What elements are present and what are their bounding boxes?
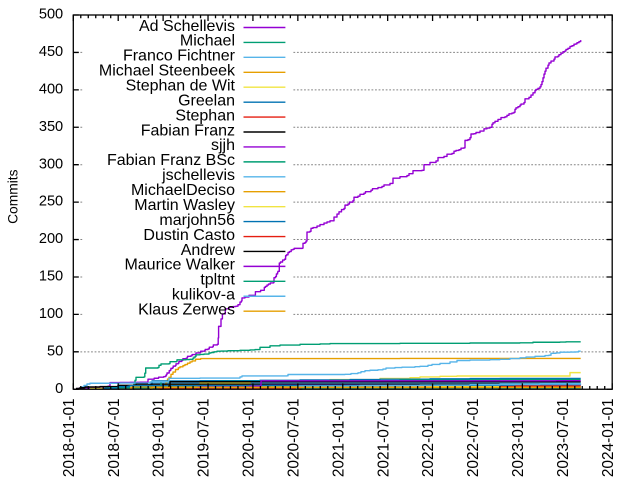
svg-text:sjjh: sjjh: [211, 137, 235, 154]
svg-text:100: 100: [39, 306, 63, 322]
svg-text:Andrew: Andrew: [181, 242, 236, 259]
svg-text:2023-07-01: 2023-07-01: [555, 398, 572, 477]
svg-text:jschellevis: jschellevis: [161, 167, 235, 184]
svg-text:2021-01-01: 2021-01-01: [330, 398, 347, 477]
svg-text:kulikov-a: kulikov-a: [172, 287, 235, 304]
svg-text:150: 150: [39, 269, 63, 285]
svg-text:300: 300: [39, 156, 63, 172]
svg-text:Fabian Franz BSc: Fabian Franz BSc: [107, 152, 235, 169]
svg-text:2018-07-01: 2018-07-01: [106, 398, 123, 477]
svg-text:Michael Steenbeek: Michael Steenbeek: [99, 63, 236, 80]
svg-text:Maurice Walker: Maurice Walker: [124, 257, 235, 274]
svg-text:Klaus Zerwes: Klaus Zerwes: [138, 301, 235, 318]
svg-text:2019-01-01: 2019-01-01: [151, 398, 168, 477]
svg-text:2020-07-01: 2020-07-01: [285, 398, 302, 477]
svg-text:Stephan: Stephan: [175, 107, 235, 124]
svg-text:2022-07-01: 2022-07-01: [465, 398, 482, 477]
svg-text:MichaelDeciso: MichaelDeciso: [131, 182, 235, 199]
svg-text:2019-07-01: 2019-07-01: [196, 398, 213, 477]
svg-text:450: 450: [39, 44, 63, 60]
svg-text:2023-01-01: 2023-01-01: [510, 398, 527, 477]
svg-text:200: 200: [39, 231, 63, 247]
svg-text:0: 0: [55, 381, 63, 397]
svg-text:250: 250: [39, 194, 63, 210]
svg-text:Ad Schellevis: Ad Schellevis: [139, 18, 235, 35]
svg-text:Martin Wasley: Martin Wasley: [134, 197, 235, 214]
svg-text:50: 50: [47, 343, 63, 359]
svg-text:Greelan: Greelan: [178, 92, 235, 109]
svg-text:500: 500: [39, 7, 63, 23]
svg-text:Franco Fichtner: Franco Fichtner: [123, 48, 236, 65]
svg-text:350: 350: [39, 119, 63, 135]
svg-text:tpltnt: tpltnt: [200, 272, 235, 289]
svg-text:Fabian Franz: Fabian Franz: [141, 122, 235, 139]
svg-text:Dustin Casto: Dustin Casto: [143, 227, 235, 244]
svg-text:2022-01-01: 2022-01-01: [420, 398, 437, 477]
svg-text:marjohn56: marjohn56: [159, 212, 235, 229]
svg-text:2024-01-01: 2024-01-01: [600, 398, 617, 477]
svg-text:2021-07-01: 2021-07-01: [375, 398, 392, 477]
svg-text:2018-01-01: 2018-01-01: [61, 398, 78, 477]
svg-text:Commits: Commits: [6, 169, 21, 224]
svg-text:400: 400: [39, 81, 63, 97]
svg-text:Stephan de Wit: Stephan de Wit: [126, 78, 236, 95]
svg-text:2020-01-01: 2020-01-01: [241, 398, 258, 477]
svg-text:Michael: Michael: [180, 33, 235, 50]
